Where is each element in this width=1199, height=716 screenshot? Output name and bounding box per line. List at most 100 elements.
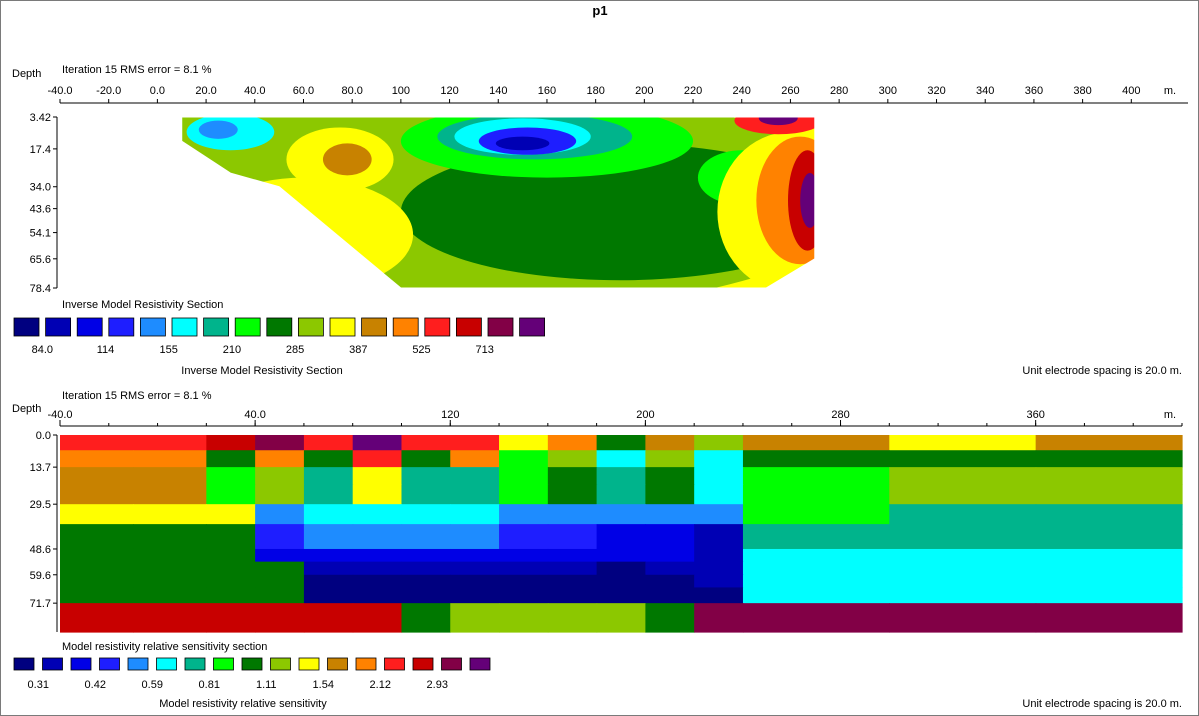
sensitivity-cell xyxy=(547,435,598,451)
depth-tick-label: 71.7 xyxy=(30,598,51,610)
x-tick-label: 360 xyxy=(1026,409,1044,421)
depth-tick-label: 65.6 xyxy=(30,254,51,266)
legend-value: 2.93 xyxy=(427,679,448,691)
window-title: p1 xyxy=(592,3,607,18)
sensitivity-cell xyxy=(889,435,1037,451)
sensitivity-cell xyxy=(450,603,500,633)
sensitivity-cell xyxy=(303,484,354,505)
legend-swatch xyxy=(487,317,514,337)
sensitivity-cell xyxy=(255,574,305,589)
section-outline xyxy=(181,116,816,289)
legend-heading: Inverse Model Resistivity Section xyxy=(62,299,223,311)
x-tick-label: 320 xyxy=(927,85,945,97)
sensitivity-cell xyxy=(645,574,695,589)
sensitivity-cell xyxy=(694,587,744,604)
sensitivity-cell xyxy=(303,574,354,589)
sensitivity-cell xyxy=(742,467,890,485)
sensitivity-cell xyxy=(450,435,500,451)
sensitivity-cell xyxy=(645,450,695,468)
sensitivity-cell xyxy=(303,561,354,576)
sensitivity-cell xyxy=(547,548,598,563)
x-tick-label: 260 xyxy=(781,85,799,97)
x-tick-label: 240 xyxy=(733,85,751,97)
legend-value: 114 xyxy=(97,344,115,356)
resistivity-contour xyxy=(758,117,798,126)
sensitivity-cell xyxy=(889,574,1037,589)
sensitivity-cell xyxy=(694,435,744,451)
legend-swatch xyxy=(203,317,230,337)
x-tick-label: 160 xyxy=(538,85,556,97)
legend-swatch xyxy=(76,317,103,337)
sensitivity-cell xyxy=(547,450,598,468)
sensitivity-cell xyxy=(206,574,256,589)
legend-value: 0.42 xyxy=(85,679,106,691)
sensitivity-cell xyxy=(1035,603,1183,633)
sensitivity-cell xyxy=(303,504,354,525)
sensitivity-cell xyxy=(694,603,744,633)
sensitivity-cell xyxy=(547,504,598,525)
sensitivity-cell xyxy=(499,435,549,451)
sensitivity-cell xyxy=(742,504,890,525)
sensitivity-cell xyxy=(742,587,890,604)
sensitivity-cell xyxy=(401,524,451,550)
sensitivity-cell xyxy=(645,587,695,604)
sensitivity-cell xyxy=(694,524,744,550)
sensitivity-cell xyxy=(303,435,354,451)
sensitivity-cell xyxy=(499,574,549,589)
sensitivity-cell xyxy=(889,524,1037,550)
sensitivity-cell xyxy=(499,603,549,633)
sensitivity-cell xyxy=(1035,587,1183,604)
sensitivity-cell xyxy=(547,603,598,633)
sensitivity-cell xyxy=(255,587,305,604)
resistivity-contour-area xyxy=(181,117,815,288)
sensitivity-cell xyxy=(694,484,744,505)
x-tick-label: 300 xyxy=(879,85,897,97)
resistivity-contour xyxy=(198,120,238,139)
sensitivity-cell xyxy=(255,524,305,550)
depth-tick-label: 59.6 xyxy=(30,570,51,582)
sensitivity-cell xyxy=(596,504,646,525)
sensitivity-cell xyxy=(596,450,646,468)
sensitivity-cell xyxy=(889,484,1037,505)
unit-label: m. xyxy=(1164,85,1176,97)
legend-swatch xyxy=(297,317,324,337)
sensitivity-cell xyxy=(303,450,354,468)
legend-value: 210 xyxy=(223,344,241,356)
sensitivity-cell xyxy=(401,504,451,525)
sensitivity-cell xyxy=(133,435,207,451)
sensitivity-cell xyxy=(450,548,500,563)
depth-tick-label: 29.5 xyxy=(30,499,51,511)
legend-value: 155 xyxy=(160,344,178,356)
sensitivity-cell xyxy=(694,450,744,468)
sensitivity-cell xyxy=(547,484,598,505)
electrode-spacing-note: Unit electrode spacing is 20.0 m. xyxy=(1022,365,1182,377)
depth-tick-label: 13.7 xyxy=(30,462,51,474)
sensitivity-cell xyxy=(60,561,134,576)
legend-heading: Model resistivity relative sensitivity s… xyxy=(62,641,267,653)
sensitivity-cell xyxy=(889,561,1037,576)
legend-swatch xyxy=(519,317,545,337)
sensitivity-cell xyxy=(303,524,354,550)
sensitivity-cell xyxy=(645,504,695,525)
depth-tick-label: 54.1 xyxy=(30,228,51,240)
sensitivity-cell xyxy=(206,603,256,633)
section-caption: Inverse Model Resistivity Section xyxy=(181,365,342,377)
sensitivity-cell xyxy=(303,467,354,485)
legend-swatch xyxy=(441,657,462,671)
sensitivity-cell xyxy=(450,467,500,485)
legend-swatch xyxy=(469,657,491,671)
sensitivity-cell xyxy=(352,524,403,550)
legend-swatch xyxy=(213,657,234,671)
sensitivity-cell xyxy=(499,548,549,563)
sensitivity-cell xyxy=(352,450,403,468)
legend-value: 713 xyxy=(476,344,494,356)
legend-value: 0.59 xyxy=(142,679,163,691)
legend-swatch xyxy=(171,317,198,337)
sensitivity-cell xyxy=(352,603,403,633)
sensitivity-cell xyxy=(547,587,598,604)
sensitivity-cell xyxy=(401,574,451,589)
sensitivity-cell xyxy=(206,504,256,525)
sensitivity-cell xyxy=(206,548,256,563)
sensitivity-cell xyxy=(1035,467,1183,485)
sensitivity-cell xyxy=(60,603,134,633)
